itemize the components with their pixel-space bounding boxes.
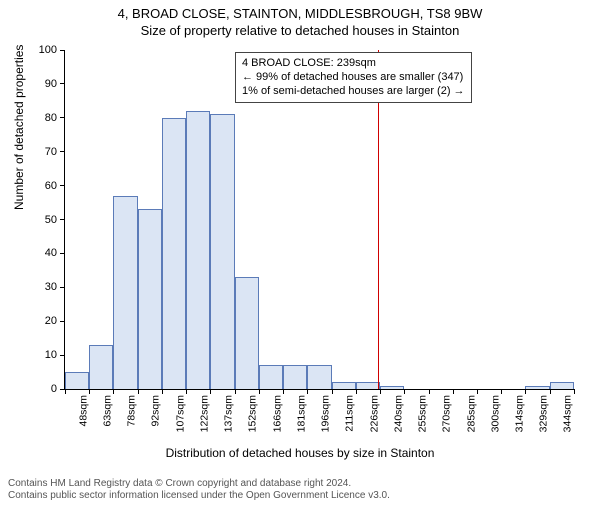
x-axis-label: Distribution of detached houses by size … <box>0 446 600 460</box>
x-tick-label: 329sqm <box>538 395 550 432</box>
footer-line-2: Contains public sector information licen… <box>8 490 592 502</box>
title-main: 4, BROAD CLOSE, STAINTON, MIDDLESBROUGH,… <box>0 6 600 21</box>
bar <box>356 382 380 389</box>
annotation-box: 4 BROAD CLOSE: 239sqm← 99% of detached h… <box>235 52 472 103</box>
y-tick-label: 60 <box>45 180 57 192</box>
x-tick <box>186 389 187 394</box>
x-tick <box>380 389 381 394</box>
bar <box>307 365 331 389</box>
y-tick-label: 40 <box>45 247 57 259</box>
y-tick-label: 0 <box>51 383 57 395</box>
bar <box>162 118 186 389</box>
bar <box>380 386 404 389</box>
y-tick-label: 70 <box>45 146 57 158</box>
x-tick-label: 314sqm <box>513 395 525 432</box>
bar-cell: 92sqm <box>138 50 162 389</box>
footer: Contains HM Land Registry data © Crown c… <box>8 478 592 502</box>
x-tick <box>453 389 454 394</box>
x-tick-label: 300sqm <box>489 395 501 432</box>
bar <box>210 114 234 389</box>
y-tick-label: 100 <box>39 44 57 56</box>
y-tick-label: 30 <box>45 281 57 293</box>
bar <box>332 382 356 389</box>
x-tick-label: 122sqm <box>198 395 210 432</box>
x-tick <box>65 389 66 394</box>
bar-cell: 63sqm <box>89 50 113 389</box>
x-tick <box>138 389 139 394</box>
x-tick-label: 181sqm <box>295 395 307 432</box>
bar <box>259 365 283 389</box>
y-tick-label: 10 <box>45 349 57 361</box>
x-tick-label: 285sqm <box>465 395 477 432</box>
x-tick <box>89 389 90 394</box>
x-tick-label: 226sqm <box>368 395 380 432</box>
x-tick-label: 63sqm <box>101 395 113 427</box>
x-tick-label: 344sqm <box>562 395 574 432</box>
bar-cell: 107sqm <box>162 50 186 389</box>
x-tick <box>404 389 405 394</box>
plot-area: 010203040506070809010048sqm63sqm78sqm92s… <box>64 50 574 390</box>
y-axis-label: Number of detached properties <box>12 45 26 210</box>
bar <box>235 277 259 389</box>
x-tick-label: 211sqm <box>344 395 356 432</box>
x-tick-label: 240sqm <box>392 395 404 432</box>
x-tick <box>574 389 575 394</box>
x-tick-label: 78sqm <box>126 395 138 427</box>
bar <box>550 382 574 389</box>
x-tick-label: 255sqm <box>416 395 428 432</box>
bar <box>525 386 549 389</box>
x-tick <box>210 389 211 394</box>
annotation-line: ← 99% of detached houses are smaller (34… <box>242 71 465 85</box>
x-tick <box>113 389 114 394</box>
x-tick-label: 92sqm <box>150 395 162 427</box>
x-tick <box>259 389 260 394</box>
bar <box>65 372 89 389</box>
property-size-histogram: 4, BROAD CLOSE, STAINTON, MIDDLESBROUGH,… <box>0 6 600 506</box>
bar <box>89 345 113 389</box>
x-tick <box>429 389 430 394</box>
bar-cell: 300sqm <box>477 50 501 389</box>
annotation-line: 4 BROAD CLOSE: 239sqm <box>242 57 465 71</box>
x-tick-label: 196sqm <box>319 395 331 432</box>
x-tick <box>525 389 526 394</box>
bar <box>283 365 307 389</box>
title-sub: Size of property relative to detached ho… <box>0 23 600 38</box>
y-tick-label: 50 <box>45 214 57 226</box>
footer-line-1: Contains HM Land Registry data © Crown c… <box>8 478 592 490</box>
y-tick-label: 90 <box>45 78 57 90</box>
bar-cell: 314sqm <box>501 50 525 389</box>
x-tick <box>162 389 163 394</box>
bar-cell: 329sqm <box>525 50 549 389</box>
x-tick <box>332 389 333 394</box>
bar-cell: 48sqm <box>65 50 89 389</box>
bar <box>186 111 210 389</box>
bar-cell: 122sqm <box>186 50 210 389</box>
x-tick <box>477 389 478 394</box>
x-tick-label: 107sqm <box>174 395 186 432</box>
y-tick-label: 80 <box>45 112 57 124</box>
x-tick <box>501 389 502 394</box>
x-tick-label: 270sqm <box>441 395 453 432</box>
x-tick <box>550 389 551 394</box>
x-tick-label: 166sqm <box>271 395 283 432</box>
x-tick-label: 48sqm <box>77 395 89 427</box>
x-tick-label: 152sqm <box>247 395 259 432</box>
bar <box>113 196 137 389</box>
bar-cell: 78sqm <box>113 50 137 389</box>
annotation-line: 1% of semi-detached houses are larger (2… <box>242 85 465 99</box>
x-tick-label: 137sqm <box>223 395 235 432</box>
x-tick <box>283 389 284 394</box>
bar-cell: 137sqm <box>210 50 234 389</box>
bar <box>138 209 162 389</box>
x-tick <box>235 389 236 394</box>
titles: 4, BROAD CLOSE, STAINTON, MIDDLESBROUGH,… <box>0 6 600 38</box>
bar-cell: 344sqm <box>550 50 574 389</box>
y-tick-label: 20 <box>45 315 57 327</box>
x-tick <box>356 389 357 394</box>
x-tick <box>307 389 308 394</box>
